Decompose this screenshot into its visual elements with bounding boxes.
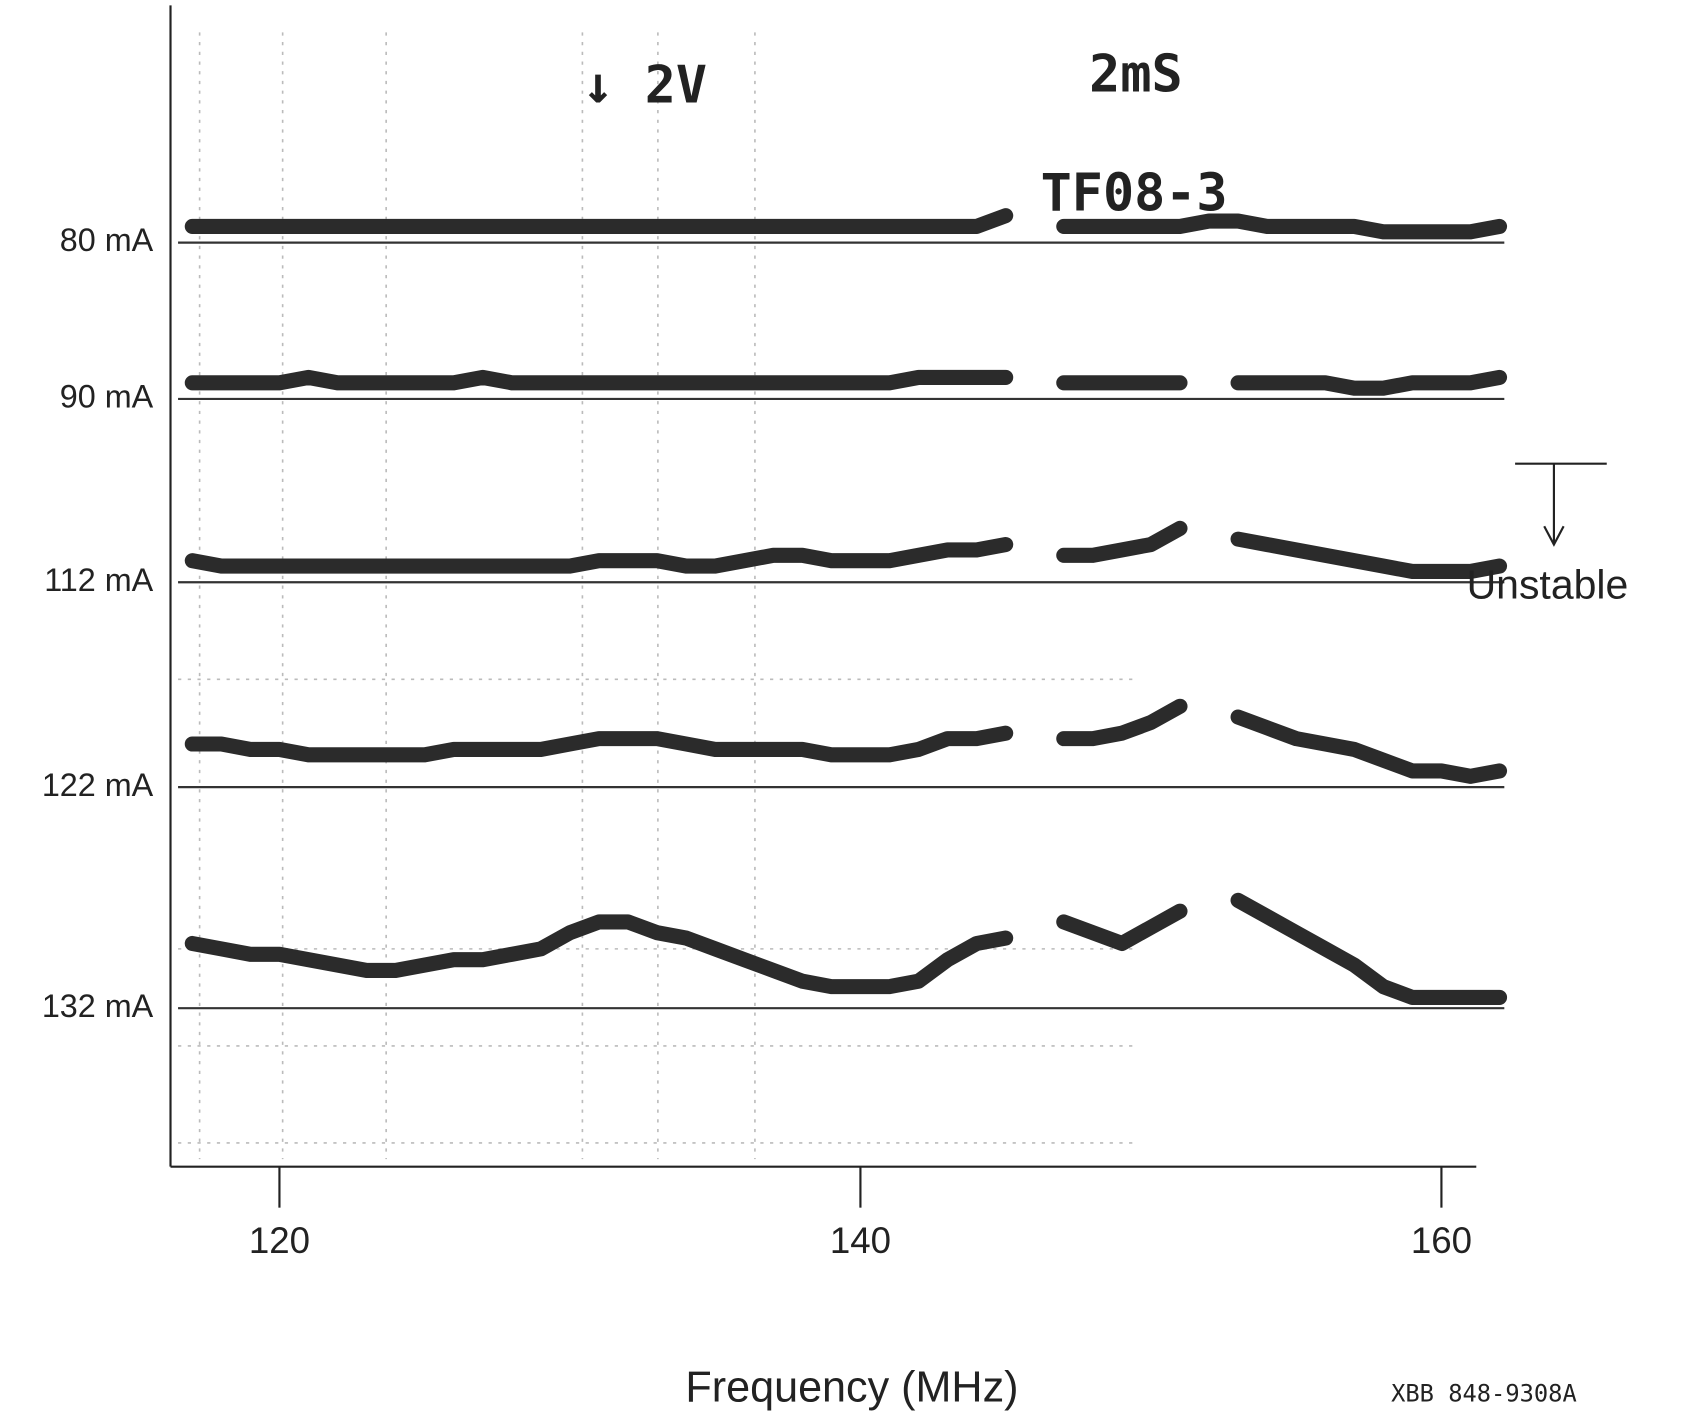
x-tick-label: 160 xyxy=(1411,1220,1472,1261)
trace xyxy=(184,208,1014,234)
trace xyxy=(1056,520,1188,563)
trace xyxy=(1056,903,1188,952)
trace xyxy=(1230,531,1508,580)
x-tick-label: 120 xyxy=(249,1220,310,1261)
annotation: Unstable xyxy=(1467,561,1629,607)
trace xyxy=(184,536,1014,574)
series-label: 90 mA xyxy=(60,379,154,415)
graticule xyxy=(178,32,1133,1160)
series-label: 80 mA xyxy=(60,222,154,258)
trace xyxy=(184,369,1014,391)
series-label: 122 mA xyxy=(42,767,154,803)
series-label: 132 mA xyxy=(42,988,154,1024)
trace xyxy=(1230,369,1508,396)
x-tick-label: 140 xyxy=(830,1220,891,1261)
trace xyxy=(1230,709,1508,784)
trace xyxy=(184,725,1014,763)
unstable-marker xyxy=(1515,462,1607,547)
annotation: 2mS xyxy=(1089,45,1182,105)
annotation: TF08-3 xyxy=(1041,163,1228,223)
series-label: 112 mA xyxy=(44,562,153,598)
trace xyxy=(1056,213,1508,240)
x-axis-label: Frequency (MHz) xyxy=(685,1364,1018,1412)
trace xyxy=(1056,698,1188,747)
trace xyxy=(184,914,1014,995)
annotation: ↓ 2V xyxy=(582,55,707,115)
annotation: XBB 848-9308A xyxy=(1391,1380,1577,1408)
trace xyxy=(1230,892,1508,1005)
